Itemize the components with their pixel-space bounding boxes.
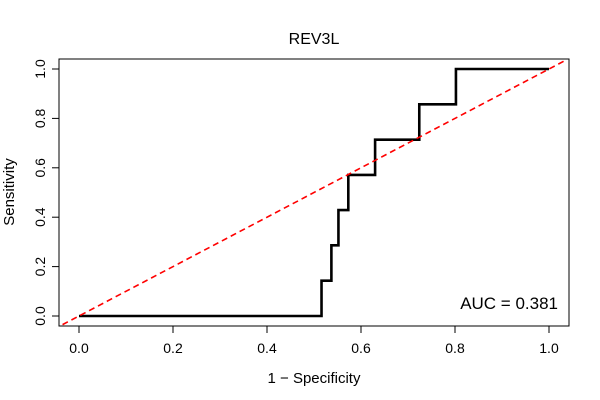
x-tick-label: 0.2 bbox=[163, 340, 183, 356]
x-tick-label: 0.8 bbox=[445, 340, 465, 356]
roc-curve-line bbox=[79, 67, 549, 318]
y-tick-label: 0.6 bbox=[32, 158, 48, 178]
reference-diagonal-line bbox=[62, 59, 566, 326]
series-layer bbox=[62, 59, 566, 326]
auc-annotation: AUC = 0.381 bbox=[460, 294, 558, 313]
y-tick-label: 0.2 bbox=[32, 257, 48, 277]
chart-title: REV3L bbox=[289, 31, 340, 48]
y-tick-label: 0.8 bbox=[32, 108, 48, 128]
x-tick-label: 1.0 bbox=[539, 340, 559, 356]
x-tick-label: 0.0 bbox=[69, 340, 89, 356]
x-tick-label: 0.4 bbox=[257, 340, 277, 356]
x-tick-label: 0.6 bbox=[351, 340, 371, 356]
y-axis: 0.0 0.2 0.4 0.6 0.8 1.0 bbox=[32, 59, 60, 326]
y-tick-label: 1.0 bbox=[32, 59, 48, 79]
y-tick-label: 0.0 bbox=[32, 306, 48, 326]
y-axis-title: Sensitivity bbox=[1, 158, 18, 226]
x-axis: 0.0 0.2 0.4 0.6 0.8 1.0 bbox=[69, 325, 559, 356]
x-axis-title: 1 − Specificity bbox=[268, 370, 361, 387]
y-tick-label: 0.4 bbox=[32, 207, 48, 227]
